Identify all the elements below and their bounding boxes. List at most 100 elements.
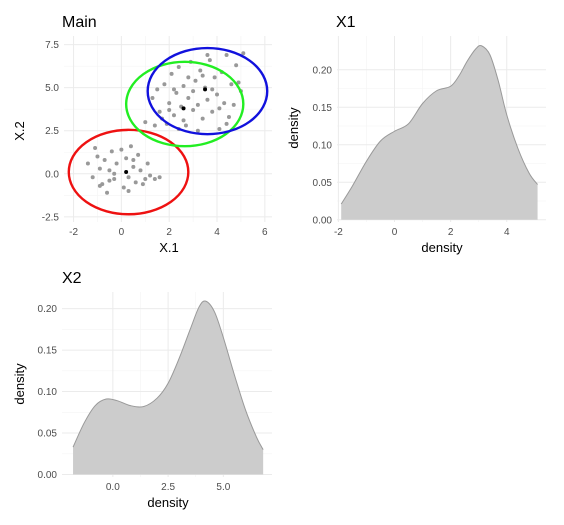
data-point (210, 87, 215, 92)
data-point (210, 109, 215, 114)
data-point (114, 161, 119, 166)
data-point (162, 82, 167, 87)
panel-x1: X1 -2 0 2 4 0.00 0.05 0.10 0.15 0.20 density den… (286, 14, 546, 255)
data-point (234, 63, 239, 68)
y-tick-label: 0.10 (313, 140, 333, 151)
data-point (133, 180, 138, 185)
data-point (183, 123, 188, 128)
y-axis-title: X.2 (12, 121, 27, 141)
data-point (186, 75, 191, 80)
density-area (73, 300, 264, 475)
data-point (222, 101, 227, 106)
data-point (205, 52, 210, 57)
x-tick-label: -2 (69, 227, 78, 238)
data-point (152, 176, 157, 181)
data-point (217, 127, 222, 131)
data-point (191, 89, 196, 94)
x-axis-title: density (147, 495, 189, 510)
y-tick-label: -2.5 (42, 212, 60, 223)
x-tick-label: 4 (504, 227, 510, 238)
x-tick-label: 0 (119, 227, 125, 238)
data-point (131, 164, 136, 169)
x-tick-label: 4 (214, 227, 220, 238)
data-point (143, 176, 148, 181)
panel-title: X2 (62, 270, 82, 287)
y-tick-label: 7.5 (45, 40, 59, 51)
data-point (224, 121, 229, 126)
panel-title: Main (62, 14, 97, 31)
cluster-center (124, 170, 129, 175)
x-tick-label: 5.0 (216, 482, 230, 493)
data-point (181, 118, 186, 123)
data-point (176, 65, 181, 69)
cluster-ellipse (124, 60, 245, 148)
density-line (340, 44, 538, 205)
y-tick-label: 0.00 (313, 215, 333, 226)
y-tick-label: 0.20 (38, 304, 58, 315)
data-point (200, 73, 205, 78)
cluster-center (203, 87, 208, 92)
plot-area: 0.0 2.5 5.0 0.00 0.05 0.10 0.15 0.20 (38, 292, 272, 493)
data-point (229, 82, 234, 87)
x-tick-label: 0.0 (106, 482, 120, 493)
data-point (128, 144, 133, 149)
plot-area: -2 0 2 4 0.00 0.05 0.10 0.15 0.20 (313, 36, 546, 238)
x-tick-label: 2 (448, 227, 454, 238)
density-area (341, 45, 538, 220)
data-point (143, 120, 148, 125)
cluster-center (181, 106, 186, 111)
cluster-ellipse (146, 46, 269, 136)
plot-area: -2 0 2 4 6 -2.5 0.0 2.5 5.0 7.5 (42, 36, 272, 238)
data-point (157, 109, 162, 114)
data-point (224, 52, 229, 57)
data-point (171, 113, 176, 118)
data-point (90, 175, 95, 180)
x-tick-label: 0 (392, 227, 398, 238)
density-line (72, 300, 264, 450)
y-tick-label: 5.0 (45, 83, 59, 94)
data-point (171, 87, 176, 92)
data-point (174, 90, 179, 95)
panel-main: Main -2 0 2 4 6 -2.5 0.0 2.5 5.0 7.5 X.1 X.2 (12, 14, 272, 255)
x-axis-title: X.1 (159, 240, 179, 255)
panel-title: X1 (336, 14, 356, 31)
y-tick-label: 0.15 (313, 103, 333, 114)
data-point (148, 173, 153, 178)
data-point (126, 189, 131, 193)
data-point (155, 87, 160, 92)
data-point (107, 178, 112, 183)
data-point (95, 154, 100, 159)
y-tick-label: 0.05 (38, 429, 58, 440)
x-tick-label: 2.5 (161, 482, 175, 493)
data-point (152, 123, 157, 128)
y-tick-label: 2.5 (45, 126, 59, 137)
y-axis-title: density (12, 363, 27, 405)
data-point (226, 114, 231, 119)
y-tick-label: 0.15 (38, 346, 58, 357)
data-point (169, 71, 174, 76)
data-point (195, 102, 200, 107)
data-point (105, 190, 110, 195)
data-point (205, 97, 210, 102)
x-axis-title: density (421, 240, 463, 255)
data-point (231, 102, 236, 107)
data-point (200, 116, 205, 121)
data-point (102, 158, 107, 162)
panel-x2: X2 0.0 2.5 5.0 0.00 0.05 0.10 0.15 0.20 density… (12, 270, 272, 510)
data-point (97, 166, 102, 171)
data-point (241, 51, 246, 56)
data-point (191, 108, 196, 113)
y-tick-label: 0.00 (38, 470, 58, 481)
data-point (126, 175, 131, 180)
data-point (112, 176, 117, 181)
data-point (121, 185, 126, 190)
data-point (136, 152, 141, 157)
data-point (140, 182, 145, 187)
data-point (207, 58, 212, 63)
data-point (215, 92, 220, 97)
data-point (93, 145, 98, 150)
data-point (131, 158, 136, 162)
x-tick-label: 6 (262, 227, 268, 238)
data-point (119, 147, 124, 152)
